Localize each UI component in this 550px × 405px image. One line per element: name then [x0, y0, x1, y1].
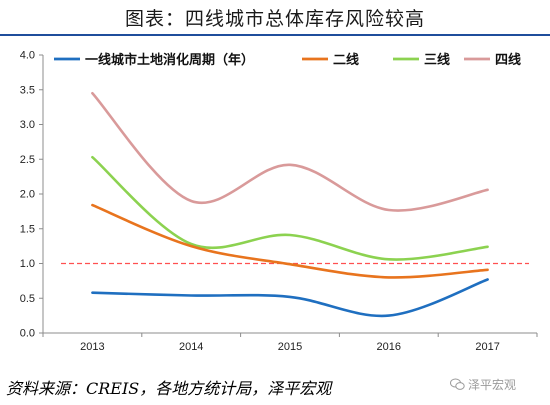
y-tick-label: 0.0	[20, 328, 35, 340]
legend-label: 一线城市土地消化周期（年）	[85, 52, 254, 68]
legend-label: 四线	[495, 52, 521, 68]
y-tick-label: 0.5	[20, 293, 35, 305]
watermark: 泽平宏观	[450, 376, 516, 393]
y-tick-label: 2.5	[20, 154, 35, 166]
watermark-text: 泽平宏观	[468, 378, 517, 392]
legend-label: 三线	[424, 52, 450, 68]
series-line	[91, 91, 489, 212]
x-tick-label: 2013	[80, 341, 104, 353]
y-tick-label: 1.5	[20, 223, 35, 235]
y-tick-label: 3.5	[20, 84, 35, 96]
series-line	[91, 155, 489, 261]
line-chart: 0.0 0.5 1.0 1.5 2.0 2.5 3.0 3.5 4.0 2013 2014 2015 2…	[20, 50, 538, 353]
y-tick-label: 4.0	[20, 50, 35, 62]
y-tick-label: 2.0	[20, 189, 35, 201]
series-line	[91, 278, 489, 318]
chart-title: 图表：四线城市总体库存风险较高	[124, 7, 425, 30]
x-tick-label: 2016	[377, 341, 401, 353]
source-note: 资料来源：CREIS，各地方统计局，泽平宏观	[6, 379, 332, 398]
x-tick-label: 2014	[179, 341, 203, 353]
wechat-icon	[450, 378, 465, 390]
x-tick-label: 2017	[475, 341, 499, 353]
y-tick-label: 3.0	[20, 119, 35, 131]
series-line	[91, 203, 489, 279]
title-bar: 图表：四线城市总体库存风险较高	[0, 0, 550, 36]
legend-label: 二线	[333, 52, 359, 68]
y-tick-label: 1.0	[20, 258, 35, 270]
x-tick-label: 2015	[278, 341, 302, 353]
